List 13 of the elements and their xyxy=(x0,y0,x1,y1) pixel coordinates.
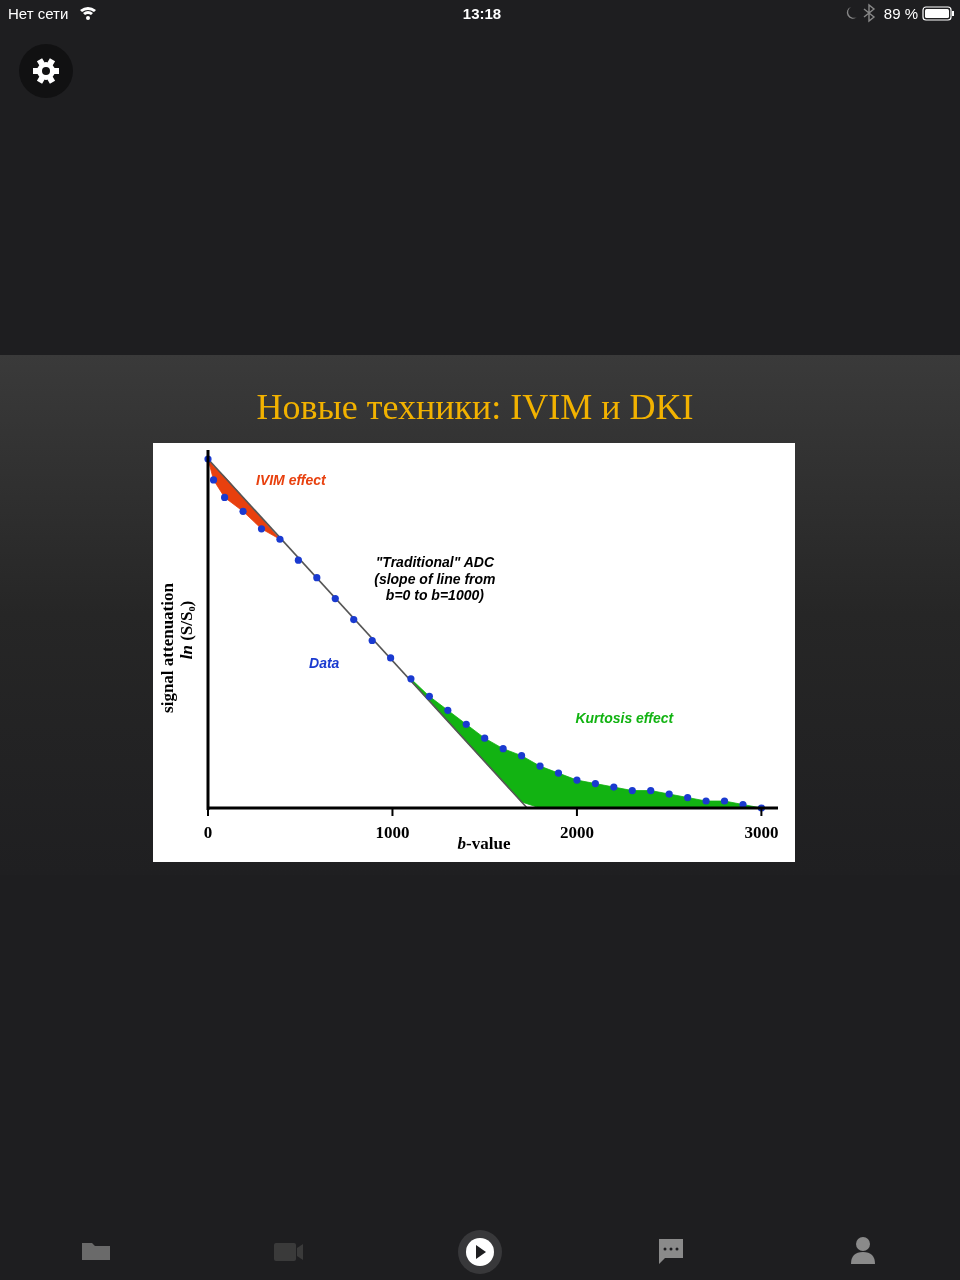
chart-title: Новые техники: IVIM и DKI xyxy=(256,387,694,427)
series-label: "Traditional" ADC (slope of line from b=0 to b=1000) xyxy=(374,554,496,604)
text: 13:18 xyxy=(462,5,502,22)
text: Kurtosis effect xyxy=(575,709,675,726)
series-label: IVIM effect xyxy=(256,472,328,488)
x-tick-label: 3000 xyxy=(744,823,779,842)
text: Data xyxy=(309,655,340,672)
text: Нет сети xyxy=(8,5,69,22)
text: 89 % xyxy=(883,5,918,22)
x-tick-label: 2000 xyxy=(559,823,594,842)
x-tick-label: 1000 xyxy=(375,823,410,842)
x-tick-label: 0 xyxy=(203,823,213,842)
x-axis-title: b-value xyxy=(457,834,511,853)
